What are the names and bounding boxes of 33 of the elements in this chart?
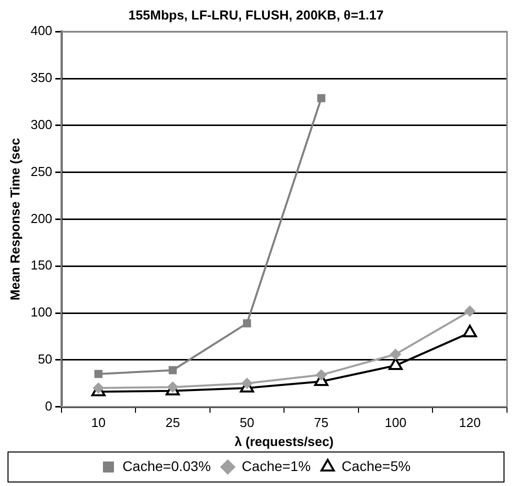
point bbox=[316, 369, 327, 380]
point bbox=[462, 324, 477, 338]
legend-label: Cache=1% bbox=[242, 458, 311, 474]
y-axis-title: Mean Response Time (sec bbox=[7, 138, 22, 300]
point bbox=[388, 358, 403, 370]
y-tick-label: 50 bbox=[38, 351, 52, 366]
legend-label: Cache=5% bbox=[342, 458, 411, 474]
point bbox=[92, 382, 104, 394]
x-tick-label: 75 bbox=[314, 415, 329, 430]
point bbox=[390, 348, 402, 360]
y-tick-label: 250 bbox=[30, 164, 52, 179]
y-tick-label: 100 bbox=[30, 304, 52, 320]
x-tick-label: 50 bbox=[240, 415, 254, 430]
point bbox=[168, 366, 177, 374]
x-tick-label: 120 bbox=[459, 415, 481, 430]
x-tick-label: 10 bbox=[91, 415, 106, 430]
chart-title: 155Mbps, LF-LRU, FLUSH, 200KB, θ=1.17 bbox=[128, 7, 384, 22]
x-tick-label: 25 bbox=[165, 415, 180, 430]
x-axis-title: λ (requests/sec) bbox=[234, 434, 334, 449]
point bbox=[242, 319, 252, 328]
point bbox=[242, 378, 253, 389]
y-tick-label: 350 bbox=[30, 70, 52, 86]
x-tick-label: 100 bbox=[384, 415, 406, 430]
point bbox=[464, 306, 476, 317]
legend-label: Cache=0.03% bbox=[122, 458, 211, 474]
y-tick-label: 200 bbox=[30, 210, 52, 226]
y-tick-label: 150 bbox=[30, 258, 52, 273]
y-tick-label: 400 bbox=[30, 23, 52, 38]
y-tick-label: 300 bbox=[30, 116, 52, 132]
y-tick-label: 0 bbox=[45, 398, 52, 414]
point bbox=[167, 382, 178, 393]
point bbox=[94, 370, 102, 378]
point bbox=[317, 94, 326, 102]
